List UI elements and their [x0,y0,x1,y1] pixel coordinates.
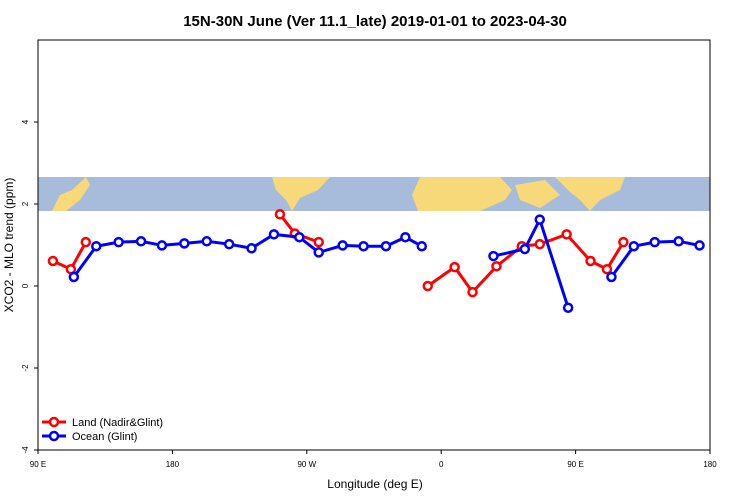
y-tick-label: 4 [21,119,30,124]
series-line [72,215,700,309]
y-tick-label: 0 [21,283,30,288]
point [491,261,502,272]
point [562,302,574,313]
point [179,238,190,249]
point [68,271,80,283]
point [313,247,324,258]
legend-marker [48,430,60,442]
point [223,238,235,250]
point [294,231,305,243]
x-tick-label: 180 [703,460,717,469]
x-tick-label: 90 E [567,460,583,469]
plot-frame [37,39,711,451]
point [585,255,596,267]
point [201,236,212,247]
point [606,271,617,283]
point [519,243,531,255]
point [313,236,324,248]
point [601,263,613,275]
point [400,231,411,243]
point [618,236,629,248]
point [135,236,147,247]
point [488,250,499,262]
point [47,255,59,267]
point [561,229,572,240]
x-tick-label: 90 E [30,460,46,469]
point [534,214,546,225]
point [268,229,280,240]
map-strip [38,177,710,211]
point [113,236,124,248]
point [449,261,460,273]
x-tick-label: 0 [439,460,444,469]
legend-label: Land (Nadir&Glint) [72,417,163,429]
y-tick-label: -4 [21,446,30,454]
point [422,280,434,292]
x-tick-label: 90 W [297,460,316,469]
point [416,240,428,252]
point [467,286,478,298]
y-axis-label: XCO2 - MLO trend (ppm) [2,178,16,313]
point [274,209,286,220]
chart-title: 15N-30N June (Ver 11.1_late) 2019-01-01 … [183,13,567,30]
point [156,240,168,251]
y-tick-label: 2 [21,201,30,206]
point [90,240,102,252]
legend-marker [48,416,60,428]
x-axis-label: Longitude (deg E) [327,477,422,491]
point [358,240,369,252]
point [534,238,546,250]
point [337,240,348,251]
point [649,236,660,248]
point [380,240,392,252]
point [673,236,684,247]
point [628,240,640,252]
y-tick-label: -2 [21,364,30,372]
x-tick-label: 180 [166,460,180,469]
point [80,236,92,248]
point [246,243,257,254]
legend-label: Ocean (Glint) [72,431,137,443]
point [694,240,705,251]
